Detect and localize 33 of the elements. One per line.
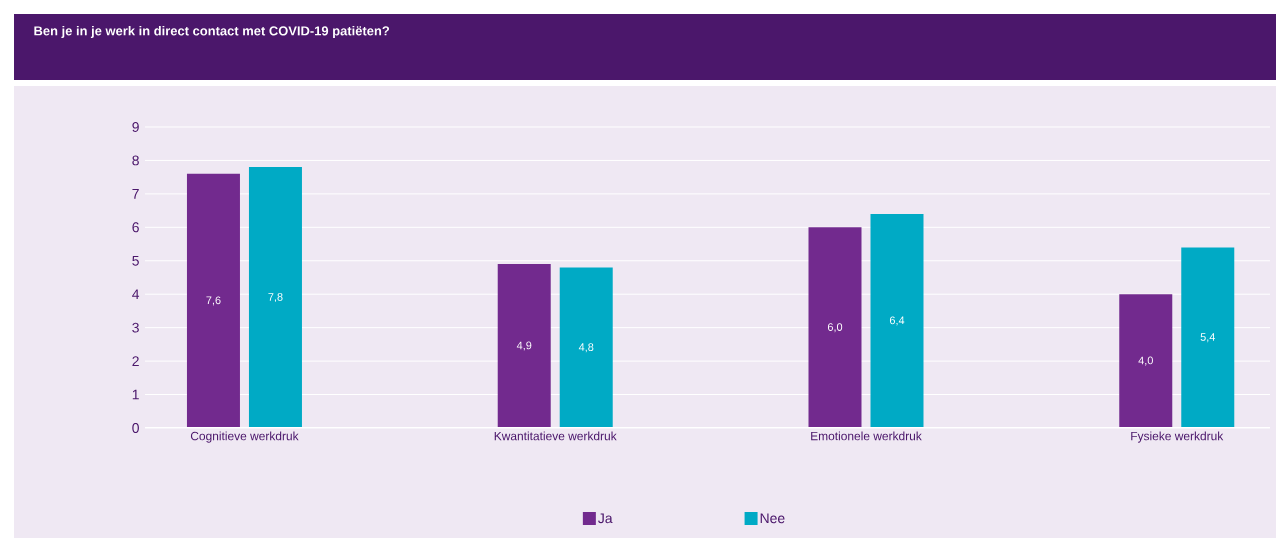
bar (808, 227, 862, 428)
y-tick-label: 6 (132, 222, 139, 233)
chart-title: Ben je in je werk in direct contact met COVID-19 patiëten? (34, 25, 390, 39)
data-label: 5,4 (1200, 333, 1216, 343)
bar (1119, 294, 1173, 428)
x-tick-label: Emotionele werkdruk (811, 431, 922, 441)
bar (559, 267, 613, 428)
bar (248, 167, 302, 428)
y-tick-label: 9 (132, 122, 139, 132)
x-tick-label: Cognitieve werkdruk (190, 431, 299, 443)
data-label: 4,8 (578, 343, 594, 353)
y-tick-label: 5 (132, 255, 139, 266)
y-tick-label: 4 (132, 289, 140, 300)
x-tick-label: Fysieke werkdruk (1131, 431, 1224, 443)
data-label: 4,0 (1138, 356, 1153, 366)
y-tick-label: 2 (132, 356, 139, 366)
y-tick-label: 0 (132, 423, 139, 433)
legend-label: Ja (598, 513, 613, 524)
y-tick-label: 8 (132, 155, 139, 166)
data-label: 6,0 (827, 323, 843, 333)
data-label: 4,9 (516, 341, 532, 351)
bar (497, 264, 551, 428)
data-label: 7,6 (206, 296, 221, 306)
bar (870, 213, 924, 428)
data-label: 6,4 (889, 316, 905, 326)
legend-label: Nee (760, 513, 785, 524)
bar (1181, 247, 1235, 428)
y-tick-label: 7 (132, 189, 139, 199)
y-tick-label: 1 (132, 389, 139, 400)
data-label: 7,8 (268, 293, 283, 303)
bar (186, 173, 240, 428)
y-tick-label: 3 (132, 322, 139, 333)
x-tick-label: Kwantitatieve werkdruk (494, 431, 617, 441)
